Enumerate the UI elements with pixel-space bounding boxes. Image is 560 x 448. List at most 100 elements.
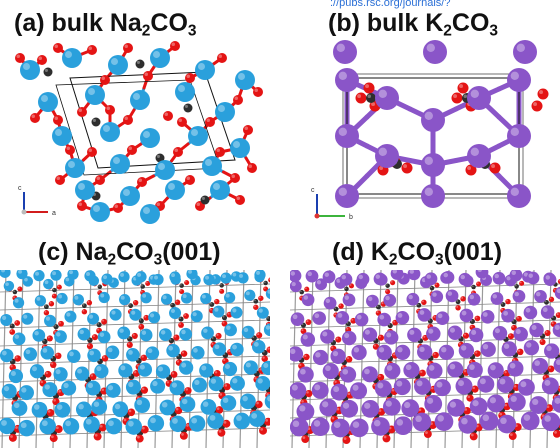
panel-c-carbon-atom-highlight [52, 288, 55, 291]
panel-d-top-cation-atom-highlight [494, 273, 499, 279]
panel-d-oxygen-atom [460, 296, 466, 302]
panel-d-top-cation-atom [492, 271, 506, 285]
panel-d-cation-atom [458, 342, 475, 359]
panel-c-top-cation-atom-highlight [69, 270, 73, 275]
panel-d-oxygen-atom [372, 343, 379, 350]
panel-d-oxygen-atom [377, 334, 384, 341]
panel-a-oxygen-atom-highlight [248, 164, 252, 168]
panel-c-oxygen-atom [46, 408, 55, 417]
panel-c-cation-atom [87, 348, 101, 363]
panel-d-oxygen-atom-highlight [470, 360, 473, 363]
panel-c-oxygen-atom-highlight [102, 356, 106, 359]
panel-d-cation-atom [496, 375, 514, 393]
panel-d-top-cation-atom [475, 270, 489, 279]
panel-d-cation-atom-highlight [332, 350, 339, 357]
panel-d-top-cation-atom-highlight [460, 274, 465, 280]
panel-a-oxygen-atom [123, 115, 133, 125]
panel-c-oxygen-atom [184, 387, 192, 395]
panel-a-na-atom-highlight [233, 141, 240, 148]
panel-d-cation-atom-highlight [546, 345, 552, 352]
panel-d-oxygen-atom [377, 408, 386, 416]
panel-c-oxygen-atom [256, 332, 263, 339]
panel-d-cation-atom [435, 311, 450, 326]
panel-d-cation-atom-highlight [554, 397, 560, 404]
panel-c-oxygen-atom [101, 318, 107, 325]
panel-d-suffix: (001) [443, 238, 503, 266]
panel-d-oxygen-atom [419, 369, 426, 377]
panel-d-cation-atom-highlight [437, 415, 444, 422]
panel-c-oxygen-atom-highlight [216, 333, 219, 336]
panel-c-top-cation-atom [152, 273, 164, 286]
panel-a-na-atom-highlight [143, 131, 150, 138]
panel-d-top-cation-atom [322, 270, 336, 284]
panel-c-cation-atom [241, 325, 255, 339]
panel-d-cation-atom-highlight [325, 365, 331, 372]
panel-d-oxygen-atom-highlight [376, 311, 379, 314]
panel-c-cation-atom [212, 342, 227, 356]
panel-c-cation-atom [40, 346, 55, 360]
source-url[interactable]: ://pubs.rsc.org/journals/? [330, 0, 451, 9]
panel-d-oxygen-atom-highlight [346, 327, 349, 330]
panel-c-oxygen-atom-highlight [266, 392, 269, 396]
panel-c-cation-atom-highlight [10, 371, 16, 377]
panel-d-oxygen-atom-highlight [305, 287, 307, 290]
panel-a-na-atom-highlight [168, 183, 175, 190]
panel-d-cation-atom [501, 308, 515, 323]
panel-b-k-atom [507, 124, 531, 148]
panel-d-carbon-atom [333, 306, 339, 312]
panel-d-oxygen-atom [377, 373, 385, 381]
panel-c-cation-atom [264, 393, 270, 409]
panel-a-oxygen-atom-highlight [128, 146, 132, 150]
panel-a-na-atom-highlight [238, 73, 245, 80]
panel-c-oxygen-atom-highlight [228, 349, 231, 353]
panel-b-k-atom-highlight [338, 71, 347, 80]
panel-d-cation-atom [417, 308, 432, 322]
panel-d-oxygen-atom-highlight [421, 300, 424, 303]
panel-d-oxygen-atom-highlight [549, 297, 552, 300]
panel-a-oxygen-atom [113, 203, 123, 213]
panel-a-na-atom-highlight [133, 93, 140, 100]
panel-d-cation-atom-highlight [447, 291, 453, 296]
panel-c-oxygen-atom-highlight [179, 323, 182, 326]
panel-c-cation-atom-highlight [253, 342, 259, 347]
panel-c-oxygen-atom [14, 355, 21, 362]
panel-a-carbon-atom [135, 59, 145, 69]
panel-d-oxygen-atom-highlight [554, 431, 557, 434]
panel-c-carbon-atom-highlight [54, 324, 57, 327]
panel-a-carbon-atom-highlight [201, 196, 205, 200]
panel-d-cation-atom-highlight [449, 327, 455, 333]
panel-a-oxygen-atom [53, 115, 63, 125]
panel-d-cation-atom-highlight [333, 421, 341, 429]
panel-c-oxygen-atom-highlight [101, 388, 105, 392]
panel-c-oxygen-atom-highlight [50, 435, 54, 439]
panel-a-na-atom-highlight [111, 58, 118, 65]
panel-d-cation-atom [301, 293, 315, 307]
panel-b-k-atom [507, 184, 531, 208]
panel-c-cation-atom-highlight [170, 308, 176, 314]
panel-c-cation-atom [83, 416, 100, 433]
panel-a-oxygen-atom [77, 107, 87, 117]
panel-d-cation-atom-highlight [461, 345, 467, 351]
panel-c-cation-atom [94, 363, 109, 379]
panel-c-cation-atom [8, 368, 24, 384]
panel-c-cation-atom-highlight [181, 329, 186, 335]
panel-d-cation-atom [412, 412, 432, 432]
panel-d-oxygen-atom-highlight [519, 281, 522, 284]
panel-a-oxygen-atom-highlight [144, 72, 148, 76]
panel-c-cation-atom-highlight [257, 378, 263, 384]
panel-d-cation-atom-highlight [479, 378, 486, 385]
panel-c-top-cation-atom [203, 274, 215, 286]
panel-d-oxygen-atom-highlight [470, 325, 473, 328]
panel-d-cation-atom-highlight [377, 382, 384, 389]
panel-b-oxygen-atom-highlight [379, 166, 383, 170]
panel-d-cation-atom-highlight [336, 278, 341, 283]
panel-c-atoms [0, 270, 270, 443]
panel-c-cation-atom-highlight [172, 418, 178, 424]
panel-a-oxygen-atom-highlight [56, 176, 60, 180]
panel-c-oxygen-atom [93, 432, 102, 441]
panel-c-oxygen-atom [56, 284, 62, 290]
panel-a-oxygen-atom-highlight [196, 202, 200, 206]
panel-a-na-atom-highlight [55, 129, 62, 136]
panel-d-cation-atom-highlight [314, 384, 321, 391]
panel-c-cation-atom [251, 339, 266, 354]
